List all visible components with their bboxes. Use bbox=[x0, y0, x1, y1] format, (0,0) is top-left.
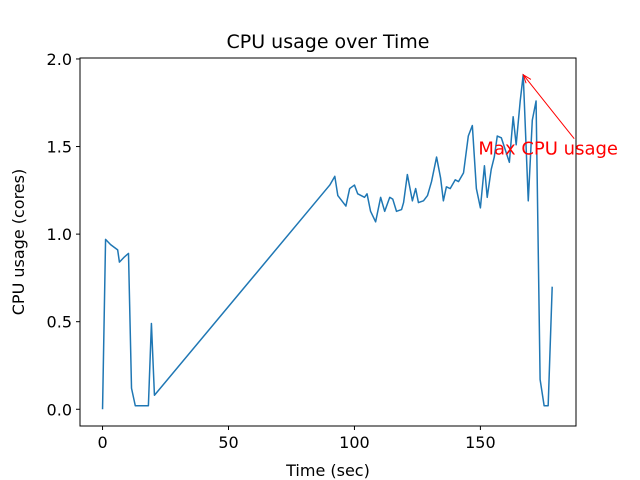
y-tick-label: 2.0 bbox=[47, 50, 72, 69]
x-tick-label: 50 bbox=[218, 433, 238, 452]
y-tick-label: 0.0 bbox=[47, 400, 72, 419]
x-tick-label: 150 bbox=[465, 433, 496, 452]
x-axis-label: Time (sec) bbox=[285, 461, 370, 480]
x-tick-label: 0 bbox=[97, 433, 107, 452]
y-axis-label: CPU usage (cores) bbox=[9, 169, 28, 315]
chart-title: CPU usage over Time bbox=[227, 31, 430, 53]
arrow-path bbox=[522, 73, 575, 140]
data-line bbox=[101, 73, 553, 410]
annotation-text: Max CPU usage bbox=[478, 139, 618, 160]
plot-frame bbox=[79, 57, 577, 427]
y-tick-label: 1.0 bbox=[47, 225, 72, 244]
y-tick-label: 1.5 bbox=[47, 138, 72, 157]
y-tick-label: 0.5 bbox=[47, 313, 72, 332]
x-tick-label: 100 bbox=[339, 433, 370, 452]
annotation-arrow bbox=[522, 73, 575, 140]
